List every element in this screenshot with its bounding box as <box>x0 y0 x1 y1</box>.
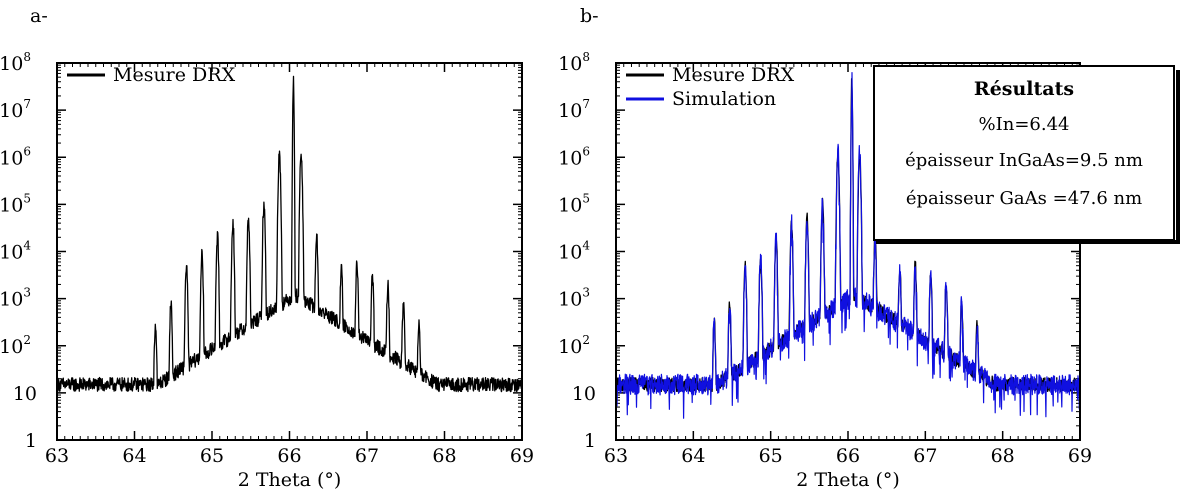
plot-frame-a <box>56 62 523 441</box>
x-tick-label: 63 <box>604 445 628 467</box>
results-box: Résultats %In=6.44 épaisseur InGaAs=9.5 … <box>873 65 1180 244</box>
x-tick-label: 69 <box>510 445 534 467</box>
x-tick-label: 66 <box>277 445 301 467</box>
y-tick-label: 104 <box>558 239 590 264</box>
x-tick-label: 64 <box>681 445 705 467</box>
axis-ticks-a: 63 64 65 66 67 68 69 1 10 102 103 104 105 106 107 108 <box>0 50 534 467</box>
chart-panel-a: a- 63 64 65 66 67 68 69 1 10 102 103 104 105 106 107 10… <box>0 5 534 491</box>
legend-label-simulation-b: Simulation <box>672 88 776 110</box>
y-tick-label: 108 <box>0 50 31 75</box>
y-tick-label: 106 <box>0 144 31 169</box>
x-tick-label: 68 <box>432 445 456 467</box>
panel-label-a: a- <box>30 5 48 27</box>
plot-traces-b <box>615 72 1081 419</box>
panel-label-b: b- <box>580 5 599 27</box>
axis-ticks-b: 63 64 65 66 67 68 69 1 10 102 103 104 105 106 107 108 <box>558 50 1092 467</box>
legend-a: Mesure DRX <box>67 64 236 86</box>
y-tick-label: 103 <box>558 286 590 311</box>
legend-b: Mesure DRX Simulation <box>626 64 795 110</box>
y-tick-label: 103 <box>0 286 31 311</box>
y-tick-label: 102 <box>558 333 590 358</box>
y-tick-label: 107 <box>558 97 590 122</box>
x-tick-label: 66 <box>836 445 860 467</box>
plot-frame-b <box>615 62 1081 441</box>
x-tick-label: 64 <box>122 445 146 467</box>
series-line-mesure-drx <box>56 75 523 393</box>
x-axis-label-b: 2 Theta (°) <box>796 469 900 491</box>
y-tick-label: 102 <box>0 333 31 358</box>
results-title: Résultats <box>974 78 1074 100</box>
x-tick-label: 68 <box>991 445 1015 467</box>
y-tick-label: 1 <box>584 430 596 452</box>
x-tick-label: 69 <box>1068 445 1092 467</box>
plot-traces-a <box>56 75 523 393</box>
series-line-simulation <box>615 72 1081 419</box>
x-axis-label-a: 2 Theta (°) <box>238 469 342 491</box>
y-tick-label: 105 <box>558 191 590 216</box>
results-box-frame <box>873 65 1175 241</box>
y-tick-label: 104 <box>0 239 31 264</box>
results-line-indium: %In=6.44 <box>979 114 1070 135</box>
x-tick-label: 65 <box>200 445 224 467</box>
y-tick-label: 105 <box>0 191 31 216</box>
y-tick-label: 108 <box>558 50 590 75</box>
y-tick-label: 10 <box>572 383 596 405</box>
chart-panel-b: b- 63 64 65 66 67 68 69 1 10 102 103 104 105 106 107 10… <box>558 5 1180 491</box>
y-tick-label: 106 <box>558 144 590 169</box>
legend-label-mesure-a: Mesure DRX <box>113 64 236 86</box>
results-line-ingaas: épaisseur InGaAs=9.5 nm <box>905 150 1143 171</box>
y-tick-label: 107 <box>0 97 31 122</box>
results-line-gaas: épaisseur GaAs =47.6 nm <box>906 188 1142 209</box>
x-tick-label: 67 <box>355 445 379 467</box>
x-tick-label: 63 <box>45 445 69 467</box>
x-tick-label: 65 <box>759 445 783 467</box>
y-tick-label: 10 <box>13 383 37 405</box>
x-tick-label: 67 <box>913 445 937 467</box>
y-tick-label: 1 <box>25 430 37 452</box>
legend-label-mesure-b: Mesure DRX <box>672 64 795 86</box>
